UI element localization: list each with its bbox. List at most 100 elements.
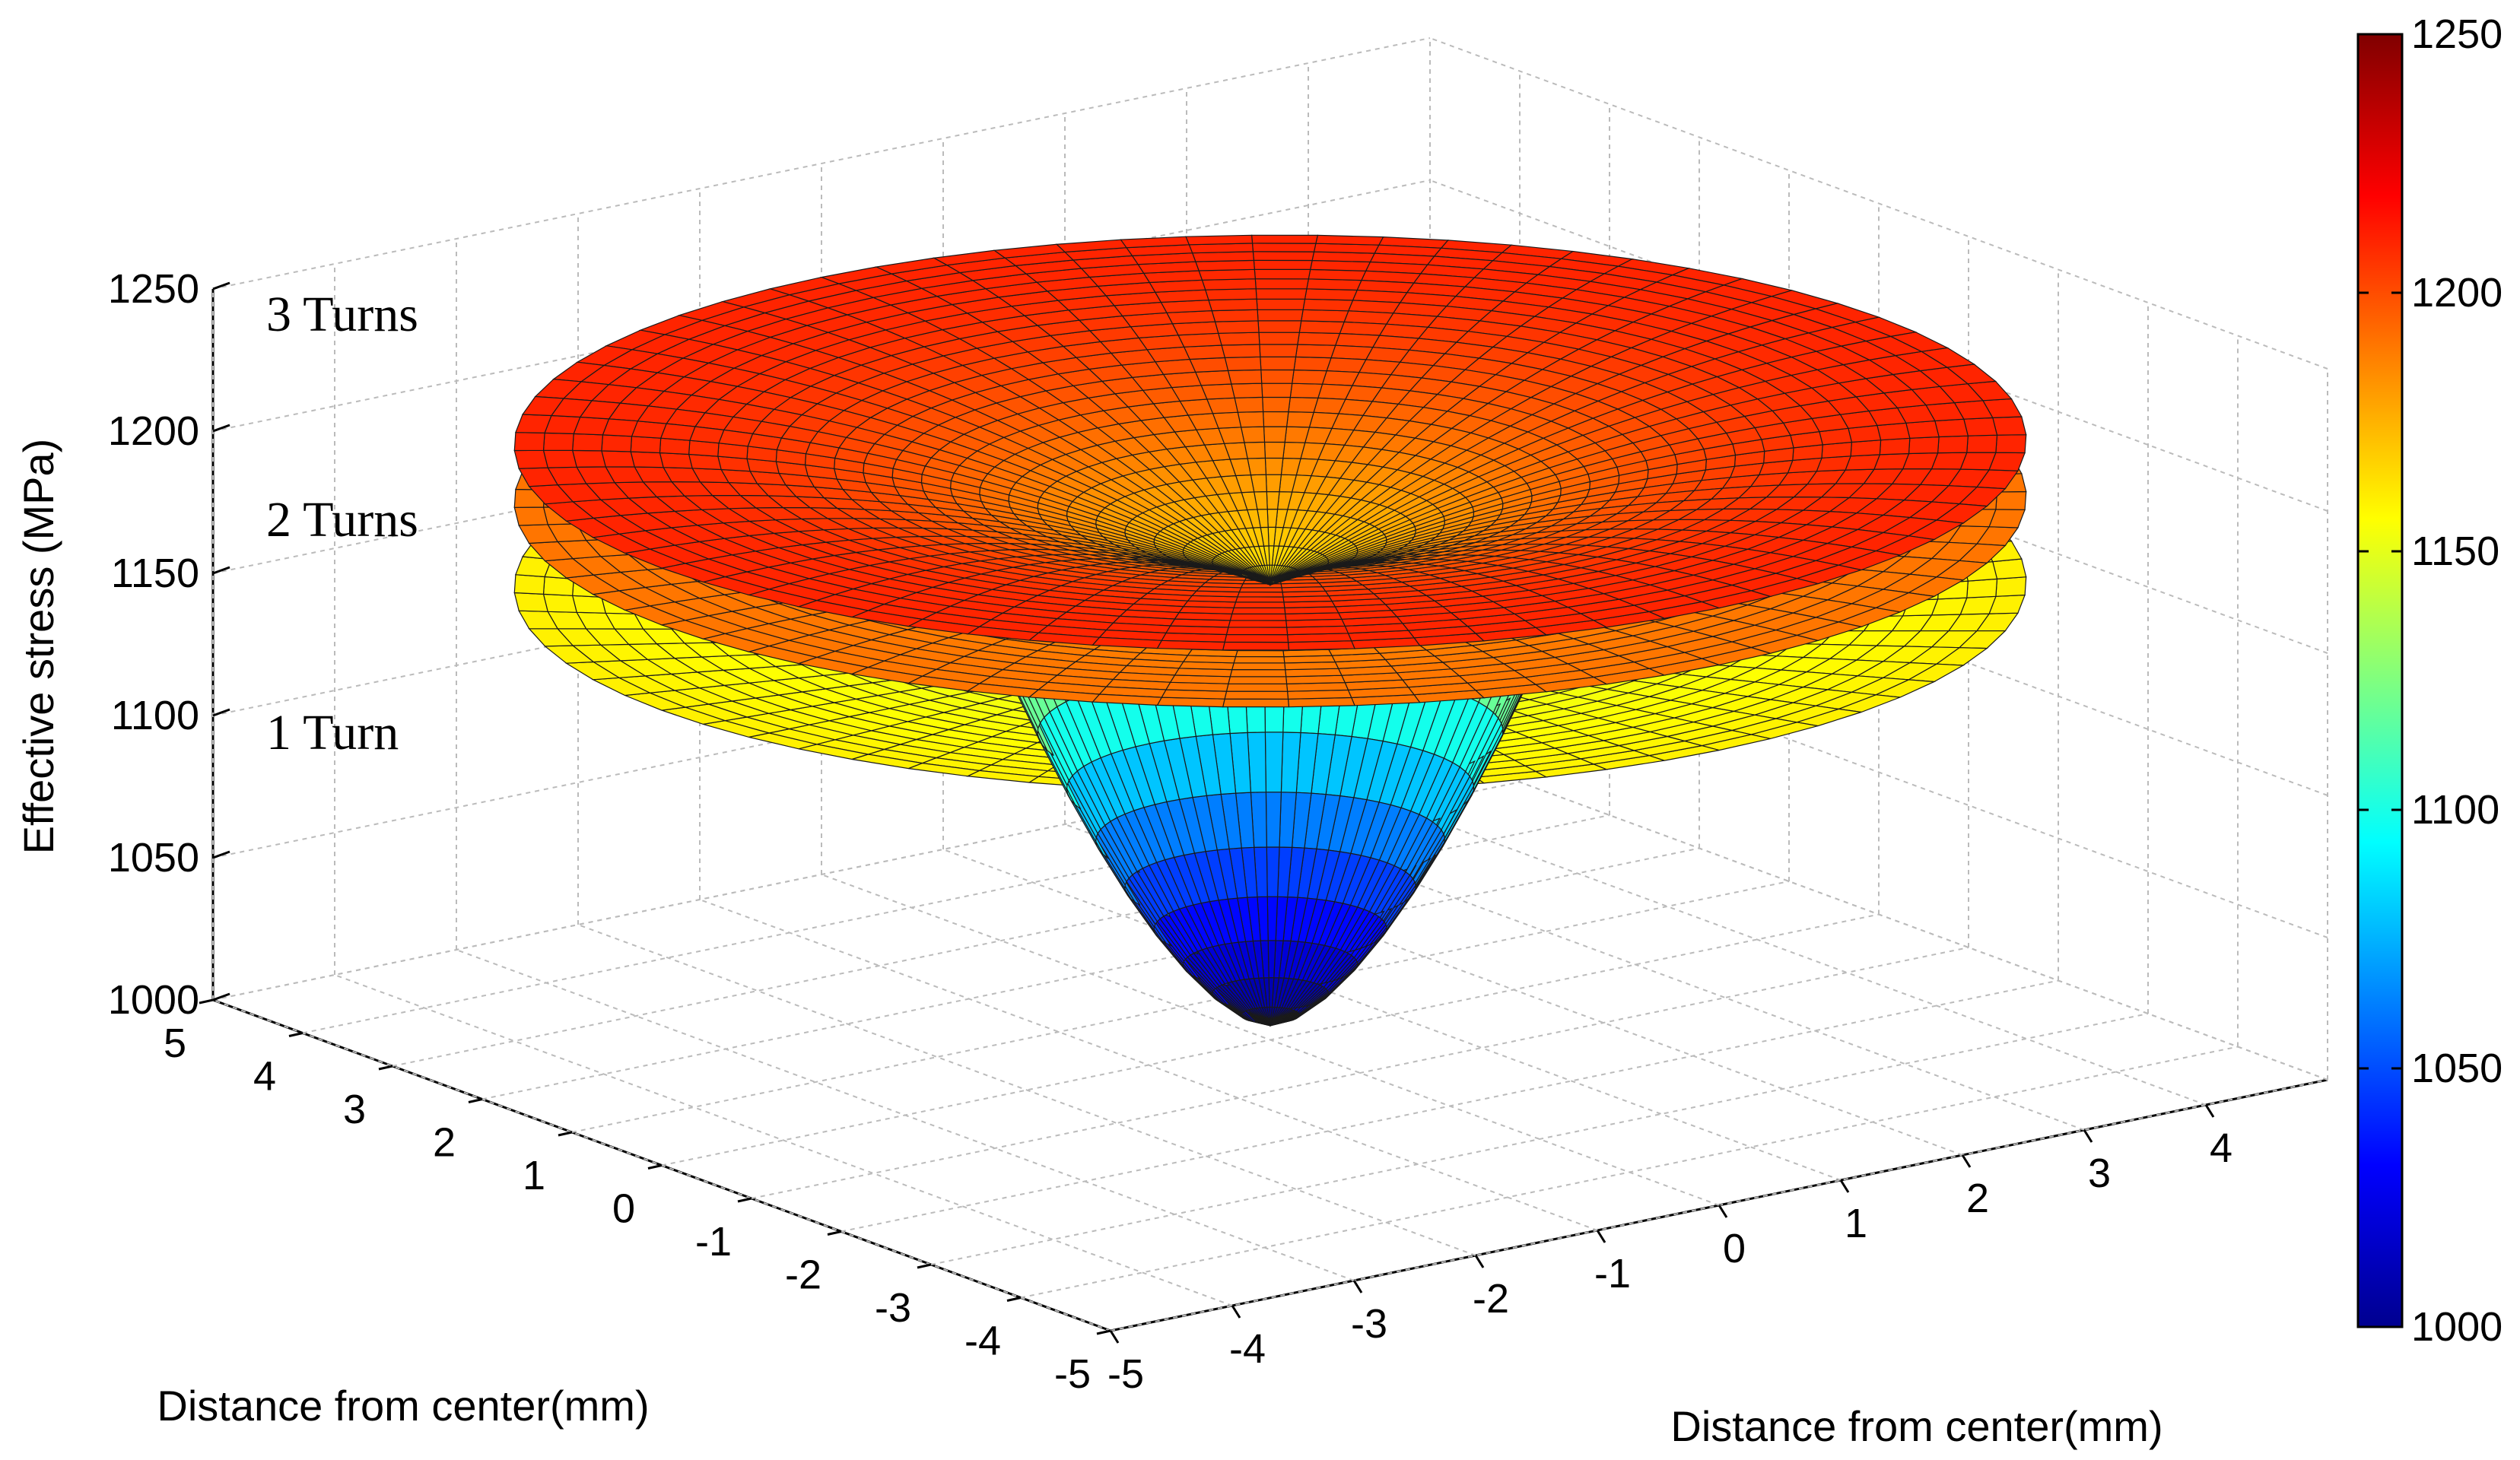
surface-cell	[1224, 633, 1289, 643]
surface-cell	[1850, 440, 1882, 457]
surface-cell	[1266, 846, 1280, 897]
surface-cell	[1334, 332, 1381, 348]
surface-cell	[1256, 298, 1306, 310]
surface-cell	[1304, 288, 1359, 301]
surface-cell	[1293, 356, 1332, 372]
gridline	[1429, 748, 2328, 1081]
surface-cell	[1289, 382, 1324, 399]
surface-cell	[1235, 649, 1285, 658]
surface-cell	[1995, 434, 2027, 454]
surface-cell	[1231, 662, 1286, 671]
surface-cell	[1265, 474, 1282, 493]
surface-cell	[1257, 320, 1302, 333]
surface-cell	[1235, 596, 1285, 603]
surface-cell	[1224, 690, 1289, 700]
gridline	[942, 849, 1842, 1181]
surface-cell	[1263, 426, 1288, 443]
surface-cell	[1255, 288, 1308, 300]
surface-cell	[1297, 332, 1341, 346]
surface-cell	[1258, 332, 1300, 345]
surface-cell	[1266, 508, 1279, 528]
surface-cell	[1266, 490, 1280, 510]
surface-cell	[1330, 344, 1374, 360]
gridline	[661, 913, 1880, 1166]
surface-cell	[1229, 613, 1287, 621]
surface-cell	[1260, 369, 1295, 384]
surface-cell	[1231, 382, 1263, 398]
surface-cell	[1240, 582, 1282, 589]
gridline	[212, 37, 1431, 290]
surface-cell	[1267, 526, 1276, 547]
surface-cell	[513, 574, 545, 595]
surface-cell	[1260, 356, 1297, 371]
surface-cell	[1240, 426, 1266, 443]
gridline	[577, 924, 1476, 1256]
surface-cell	[1326, 357, 1367, 373]
surface-cell	[1992, 416, 2027, 436]
surface-cell	[1228, 620, 1288, 628]
surface-cell	[1905, 420, 1940, 439]
surface-cell	[1259, 344, 1298, 358]
surface-cell	[1966, 578, 1998, 598]
surface-cell	[1234, 396, 1264, 413]
surface-cell	[1222, 641, 1290, 651]
surface-cell	[1282, 441, 1306, 459]
surface-cell	[1222, 698, 1290, 708]
surface-cell	[1292, 369, 1328, 385]
surface-cell	[1285, 411, 1314, 428]
gridline	[751, 947, 1969, 1199]
surface-cell	[1298, 320, 1345, 335]
surface-cell	[1321, 370, 1360, 386]
surface-cell	[1227, 369, 1263, 385]
surface-cell	[1266, 896, 1279, 941]
surface-cell	[1237, 591, 1284, 598]
gridline	[571, 881, 1790, 1133]
surface-cell	[513, 592, 548, 612]
surface-cell	[1966, 434, 1998, 453]
surface-cell	[1225, 683, 1289, 692]
surface-cell	[1264, 457, 1284, 475]
surface-cell	[1262, 411, 1289, 427]
surface-cell	[1300, 309, 1349, 323]
surface-cell	[1963, 417, 1998, 436]
surface-cell	[1257, 309, 1304, 322]
surface-cell	[1295, 344, 1336, 359]
gridline	[930, 1013, 2149, 1265]
surface-cell	[1263, 441, 1285, 459]
surface-cell	[1306, 278, 1362, 291]
gridline	[334, 974, 1233, 1306]
surface-cell	[1254, 278, 1310, 290]
surface-cell	[1879, 437, 1911, 455]
surface-cell	[1238, 587, 1283, 593]
surface-cell	[1265, 792, 1282, 848]
surface-cell	[1225, 627, 1289, 636]
surface-cell	[1228, 676, 1288, 685]
surface-cell	[1876, 422, 1911, 441]
surface-cell	[1995, 576, 2027, 597]
gridline	[481, 847, 1700, 1100]
surface-cell	[1992, 558, 2027, 580]
surface-cell	[1264, 732, 1284, 793]
gridline	[1429, 37, 2328, 370]
surface-cell	[1908, 436, 1940, 455]
surface-cell	[1288, 396, 1319, 413]
surface-cell	[1261, 382, 1293, 398]
surface-cell	[1237, 411, 1265, 428]
surface-cell	[1302, 298, 1354, 312]
surfaces	[513, 234, 2027, 1027]
surface-cell	[1231, 607, 1286, 615]
surface-cell	[542, 593, 577, 613]
surface-cell	[1937, 435, 1969, 454]
gridline	[1308, 773, 2207, 1106]
surface-cell	[1995, 490, 2027, 510]
surface-cell	[1229, 668, 1287, 678]
surface-cell	[1315, 234, 1384, 246]
surface-cell	[513, 506, 548, 526]
surface-cell	[1262, 396, 1291, 413]
surface-cell	[1233, 655, 1285, 664]
surface-cell	[1254, 268, 1311, 280]
surface-cell	[1934, 418, 1969, 438]
surface-3	[513, 234, 2027, 651]
surface-cell	[1233, 601, 1285, 609]
